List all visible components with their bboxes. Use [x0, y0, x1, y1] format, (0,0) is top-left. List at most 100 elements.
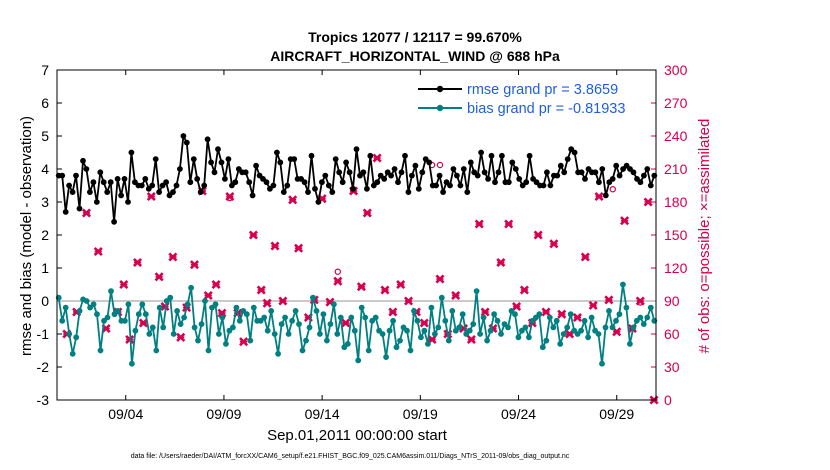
bias-point — [358, 304, 365, 311]
bias-point — [393, 344, 400, 351]
bias-point — [397, 337, 403, 344]
obs-assimilated-point — [496, 257, 506, 268]
bias-point — [292, 308, 299, 314]
bias-point — [404, 327, 410, 334]
obs-assimilated-point — [333, 276, 343, 286]
rmse-point — [564, 156, 571, 163]
rmse-point — [177, 166, 183, 172]
bias-point — [261, 314, 268, 321]
right-axis-ticks: 0 30 60 90 120 150 180 210 240 270 300 — [651, 62, 688, 408]
rmse-point — [246, 179, 253, 186]
bias-point — [432, 331, 438, 337]
y-axis-label-left: rmse and bias (model - observation) — [18, 116, 35, 356]
left-tick-label: 2 — [41, 227, 49, 243]
obs-assimilated-point — [380, 285, 390, 295]
rmse-point — [76, 205, 83, 212]
rmse-point — [222, 176, 228, 182]
bias-point — [470, 321, 477, 327]
bias-point — [372, 314, 379, 321]
rmse-point — [419, 169, 426, 176]
rmse-point — [215, 146, 221, 153]
legend-bias-label: bias grand pr = -0.81933 — [467, 101, 625, 117]
rmse-point — [83, 166, 90, 172]
obs-assimilated-point — [388, 307, 398, 317]
left-tick-label: 7 — [41, 62, 49, 78]
obs-possible-point — [334, 268, 341, 275]
bias-point — [606, 308, 612, 314]
bias-point — [216, 331, 222, 337]
bias-point — [275, 350, 281, 357]
left-tick-label: -3 — [37, 392, 50, 408]
bias-point — [627, 341, 633, 347]
obs-assimilated-point — [119, 279, 129, 290]
bias-point — [567, 311, 574, 318]
rmse-point — [495, 169, 502, 176]
rmse-point — [547, 182, 554, 189]
rmse-point — [187, 179, 194, 186]
obs-assimilated-point — [262, 298, 272, 308]
bias-point — [421, 327, 428, 334]
rmse-point — [436, 172, 443, 179]
rmse-point — [526, 152, 533, 159]
bias-point — [553, 317, 560, 324]
rmse-point — [62, 209, 69, 215]
right-tick-label: 90 — [664, 293, 680, 309]
bias-point — [334, 331, 341, 337]
rmse-point — [561, 169, 568, 176]
rmse-point — [350, 185, 356, 192]
rmse-point — [381, 176, 388, 182]
bias-point — [153, 347, 160, 354]
bias-point — [550, 324, 557, 331]
rmse-point — [332, 156, 339, 163]
right-tick-label: 30 — [664, 359, 680, 375]
rmse-point — [312, 185, 318, 192]
rmse-point — [647, 182, 654, 189]
rmse-point — [194, 176, 201, 182]
rmse-point — [364, 185, 370, 192]
obs-assimilated-point — [211, 279, 221, 290]
legend-rmse-label: rmse grand pr = 3.8659 — [467, 82, 618, 98]
bias-point — [202, 298, 208, 304]
obs-assimilated-point — [533, 230, 543, 240]
bias-point — [264, 327, 271, 334]
bias-point — [435, 324, 442, 331]
bias-point — [620, 281, 626, 288]
rmse-point — [66, 182, 72, 189]
rmse-point — [156, 189, 163, 196]
bias-point — [104, 314, 111, 321]
obs-possible-point — [609, 185, 617, 193]
rmse-point — [80, 157, 86, 164]
bias-point — [609, 324, 616, 331]
rmse-point — [280, 189, 287, 196]
obs-assimilated-point — [288, 195, 298, 205]
bias-point — [390, 317, 396, 324]
bias-point — [599, 360, 605, 367]
rmse-point — [59, 172, 66, 179]
rmse-point — [485, 176, 491, 182]
rmse-point — [644, 166, 651, 172]
obs-assimilated-point — [419, 318, 429, 328]
bias-point — [90, 301, 97, 308]
rmse-point — [467, 159, 474, 166]
obs-assimilated-point — [604, 295, 614, 305]
right-tick-label: 240 — [664, 128, 688, 144]
bias-point — [142, 311, 149, 318]
bias-point — [473, 288, 480, 294]
rmse-point — [242, 169, 249, 176]
bias-point — [174, 308, 181, 314]
bias-point — [198, 321, 205, 327]
bias-point — [313, 308, 320, 314]
legend: rmse grand pr = 3.8659 bias grand pr = -… — [418, 82, 625, 117]
rmse-point — [152, 156, 159, 163]
bias-point — [167, 294, 174, 301]
rmse-point — [516, 176, 523, 182]
rmse-point — [301, 179, 308, 186]
bias-point — [491, 311, 497, 318]
rmse-point — [218, 159, 225, 166]
rmse-point — [599, 166, 606, 172]
obs-assimilated-point — [278, 296, 288, 306]
obs-assimilated-point — [643, 197, 653, 207]
obs-assimilated-point — [146, 191, 156, 202]
rmse-point — [114, 176, 121, 182]
rmse-point — [557, 162, 564, 169]
